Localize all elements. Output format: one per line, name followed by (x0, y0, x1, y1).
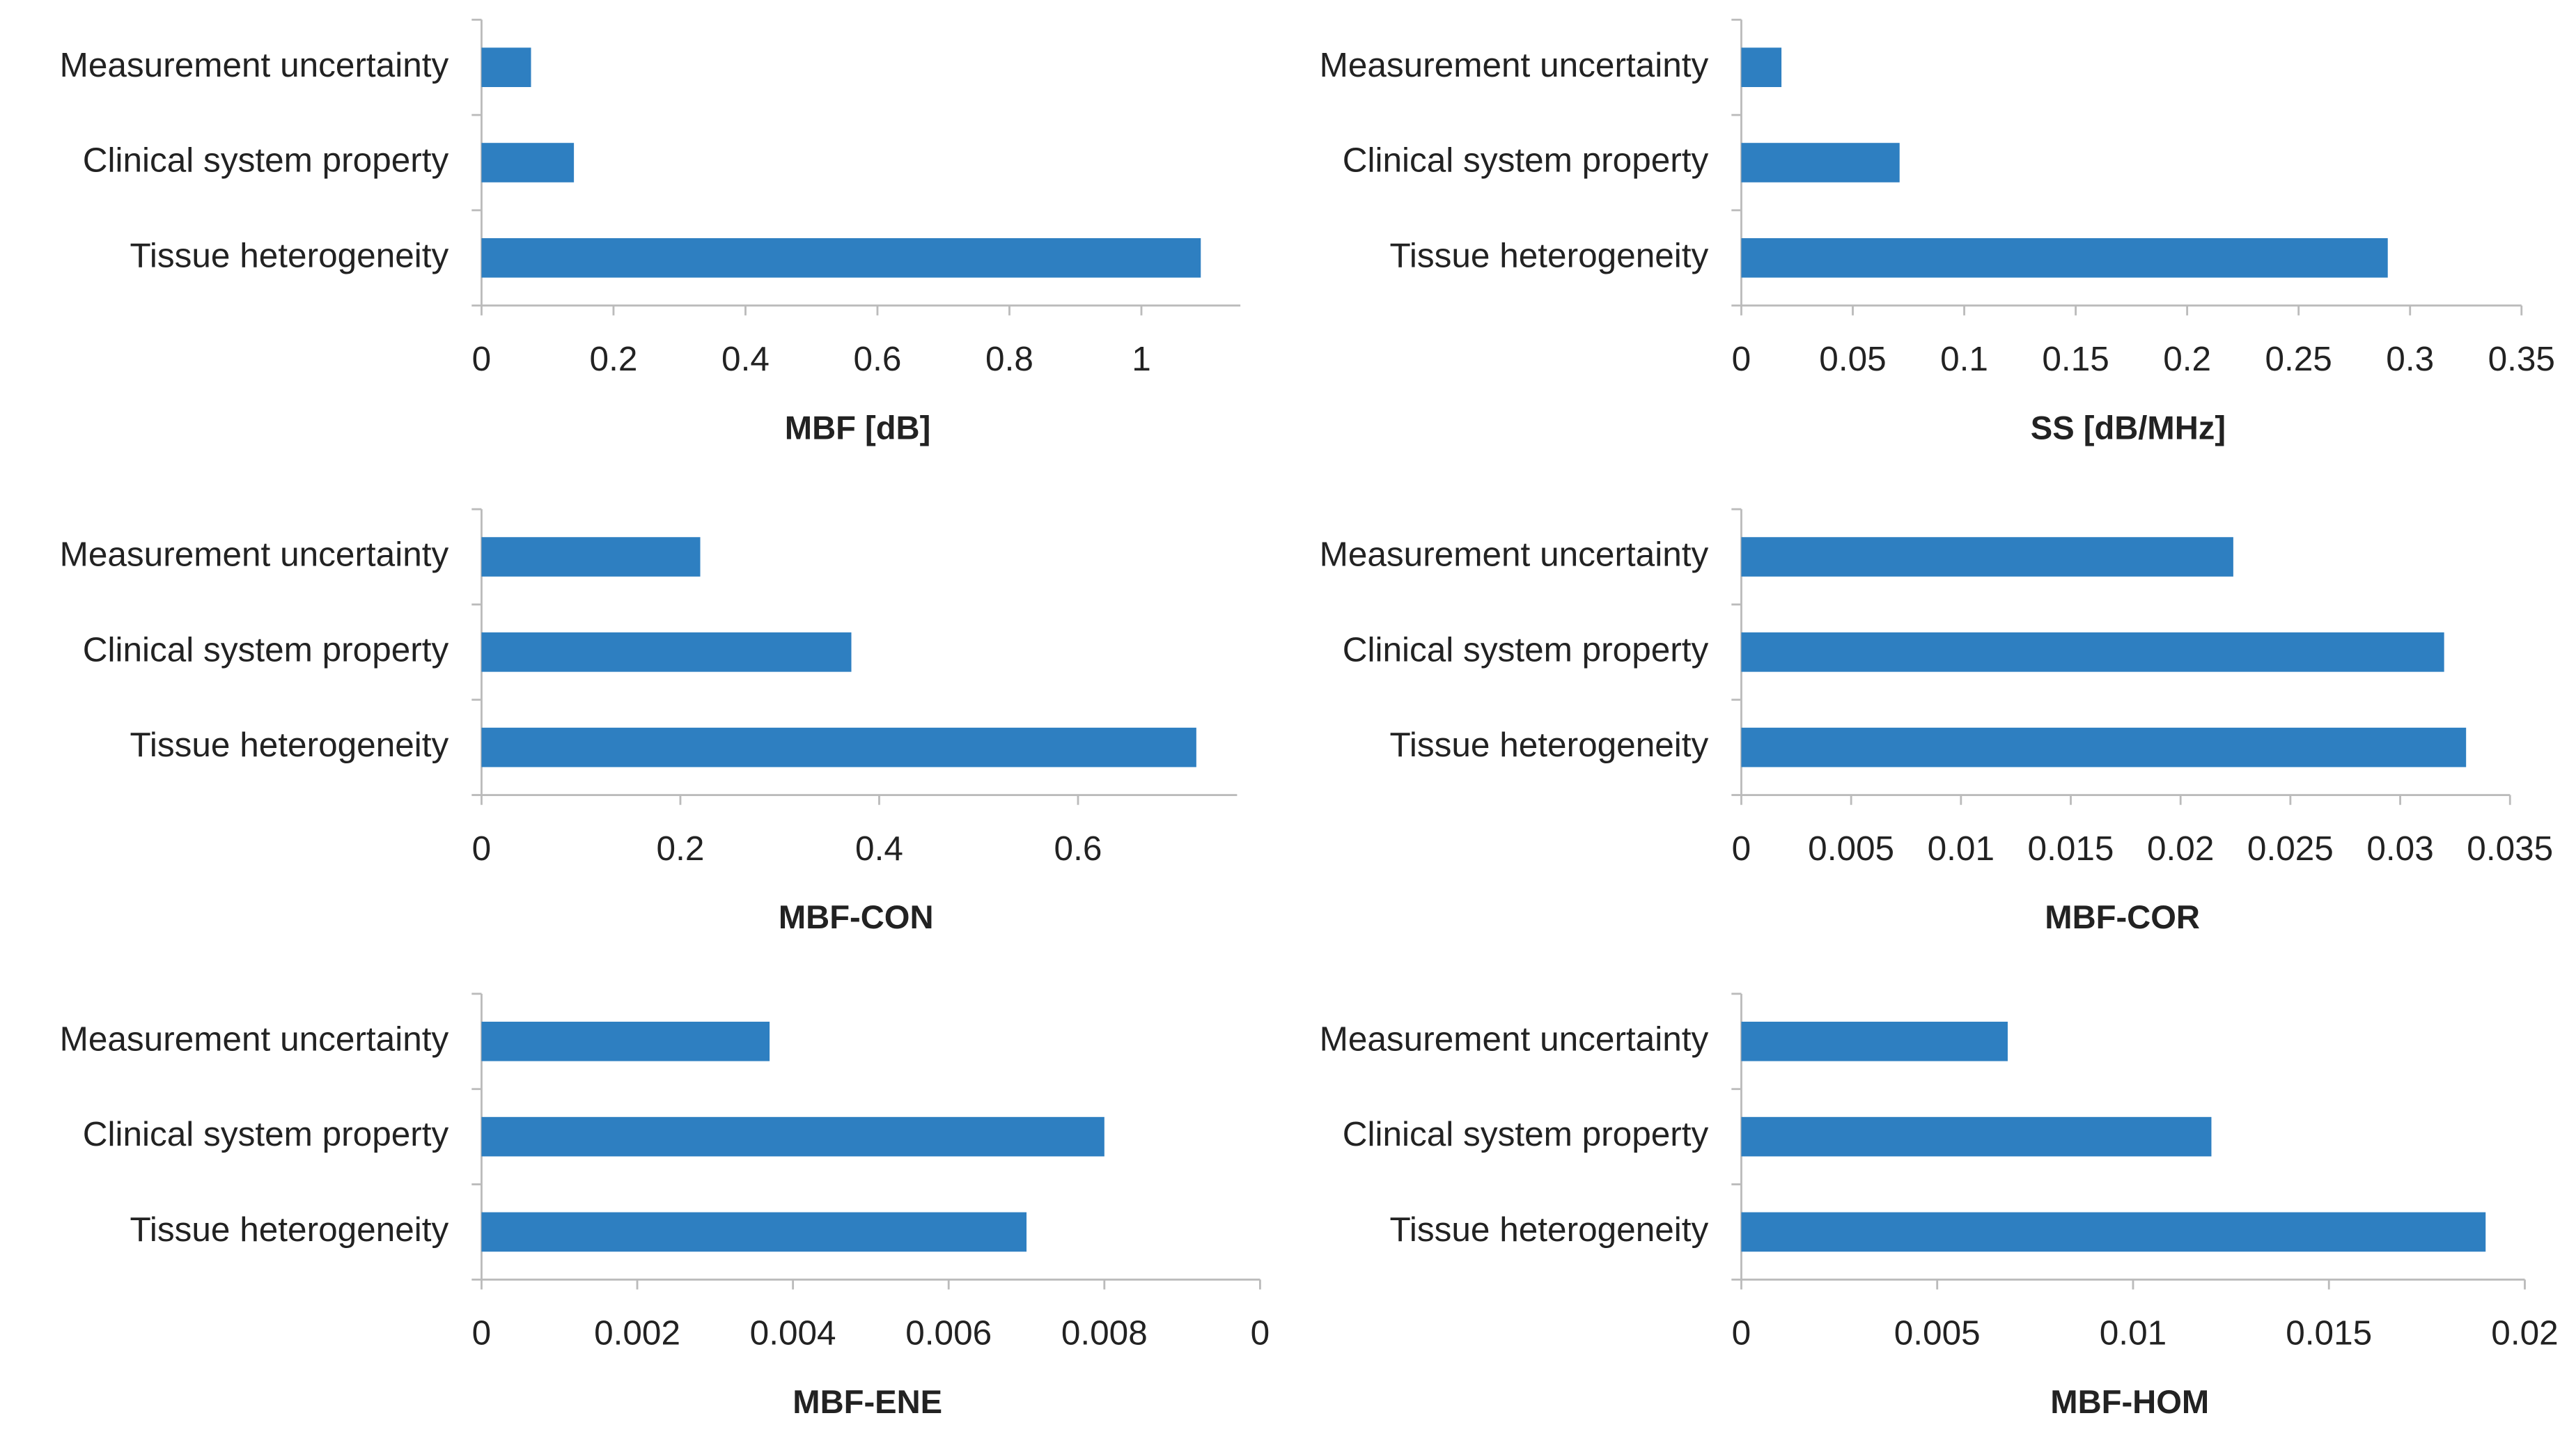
x-tick-label: 0.4 (855, 829, 903, 868)
x-tick-label: 0.05 (1819, 340, 1886, 378)
x-tick-label: 0.2 (2163, 340, 2211, 378)
category-label: Clinical system property (83, 141, 449, 180)
x-tick-label: 0.004 (750, 1314, 836, 1353)
x-tick-label: 0.01 (1928, 829, 1995, 868)
x-tick-label: 0.4 (721, 340, 770, 378)
x-tick-label: 0.25 (2265, 340, 2332, 378)
category-label: Measurement uncertainty (1320, 46, 1709, 84)
category-label: Clinical system property (83, 630, 449, 669)
bar (1741, 1116, 2212, 1157)
category-label: Clinical system property (1343, 141, 1709, 180)
axis-title: MBF [dB] (785, 409, 931, 446)
category-label: Clinical system property (1343, 1115, 1709, 1153)
x-tick-label: 0.01 (2100, 1314, 2167, 1353)
category-label: Tissue heterogeneity (1389, 1210, 1708, 1249)
category-label: Tissue heterogeneity (130, 1210, 448, 1249)
x-tick-label: 0.02 (2147, 829, 2214, 868)
x-tick-label: 0.03 (2366, 829, 2433, 868)
x-tick-label: 0.15 (2042, 340, 2109, 378)
bar (481, 1022, 770, 1061)
bar (481, 47, 531, 88)
x-tick-label: 0.35 (2488, 340, 2555, 378)
bar (1741, 1212, 2486, 1252)
x-tick-label: 0.005 (1894, 1314, 1981, 1353)
x-tick-label: 0.2 (590, 340, 638, 378)
x-tick-label: 0 (1732, 829, 1751, 868)
bar (1741, 143, 1900, 182)
bar (481, 537, 701, 577)
category-label: Clinical system property (1343, 630, 1709, 669)
category-label: Clinical system property (83, 1115, 449, 1153)
axis-title: MBF-COR (2045, 898, 2200, 935)
bar (1741, 237, 2388, 278)
axis-title: MBF-CON (779, 898, 934, 935)
x-tick-label: 0.2 (657, 829, 705, 868)
x-tick-label: 0 (1732, 340, 1751, 378)
category-label: Measurement uncertainty (60, 536, 449, 574)
category-label: Tissue heterogeneity (130, 236, 448, 274)
bar (1741, 1022, 2008, 1061)
x-tick-label: 0.3 (2386, 340, 2434, 378)
x-tick-label: 1 (1132, 340, 1151, 378)
x-tick-label: 0 (472, 1314, 492, 1353)
x-tick-label: 0 (1732, 1314, 1751, 1353)
x-tick-label: 0.8 (985, 340, 1033, 378)
bar (481, 632, 852, 672)
category-label: Measurement uncertainty (60, 1020, 449, 1058)
axis-title: MBF-HOM (2050, 1383, 2209, 1420)
bar (481, 143, 575, 182)
x-tick-label: 0.035 (2467, 829, 2553, 868)
x-tick-label: 0.015 (2286, 1314, 2372, 1353)
bar (1741, 632, 2444, 672)
category-label: Tissue heterogeneity (130, 726, 448, 764)
bar (481, 727, 1196, 767)
bar (481, 1212, 1027, 1252)
x-tick-label: 0.008 (1061, 1314, 1148, 1353)
bar (1741, 727, 2467, 767)
bar (481, 1116, 1104, 1157)
bar (1741, 47, 1782, 88)
x-tick-label: 0 (1251, 1314, 1270, 1353)
x-tick-label: 0 (472, 340, 492, 378)
x-tick-label: 0.02 (2491, 1314, 2558, 1353)
x-tick-label: 0.6 (854, 340, 902, 378)
category-label: Tissue heterogeneity (1389, 726, 1708, 764)
x-tick-label: 0.005 (1808, 829, 1894, 868)
bar (1741, 537, 2233, 577)
bar (481, 237, 1201, 278)
category-label: Tissue heterogeneity (1389, 236, 1708, 274)
category-label: Measurement uncertainty (1320, 536, 1709, 574)
axis-title: SS [dB/MHz] (2031, 409, 2226, 446)
x-tick-label: 0 (472, 829, 492, 868)
x-tick-label: 0.1 (1940, 340, 1988, 378)
axis-title: MBF-ENE (793, 1383, 942, 1420)
category-label: Measurement uncertainty (60, 46, 449, 84)
x-tick-label: 0.015 (2028, 829, 2114, 868)
category-label: Measurement uncertainty (1320, 1020, 1709, 1058)
x-tick-label: 0.002 (594, 1314, 680, 1353)
x-tick-label: 0.006 (905, 1314, 992, 1353)
x-tick-label: 0.025 (2247, 829, 2334, 868)
x-tick-label: 0.6 (1054, 829, 1102, 868)
